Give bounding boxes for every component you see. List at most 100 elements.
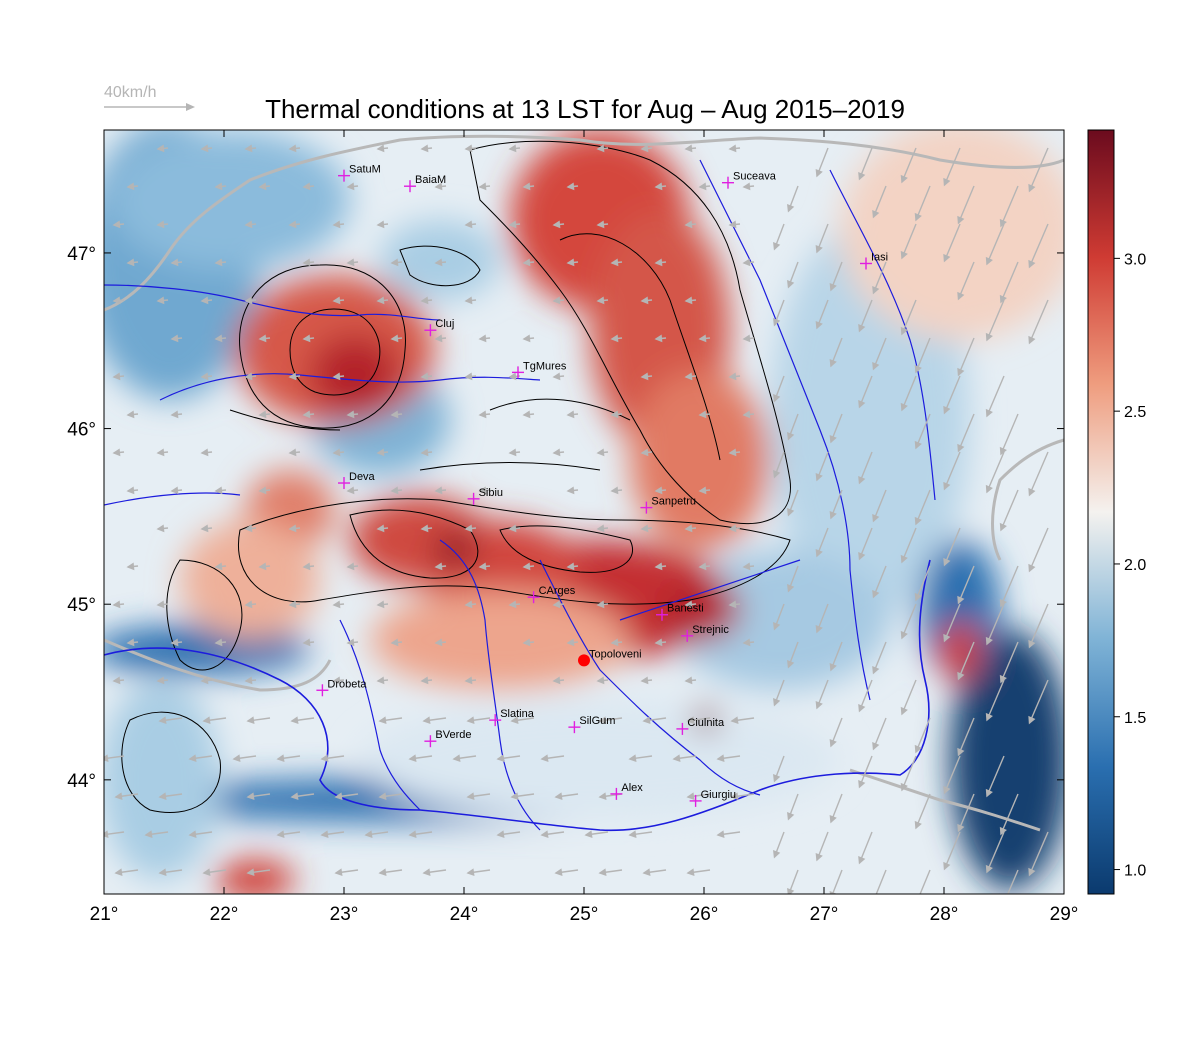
colorbar-tick-label: 2.5 xyxy=(1124,404,1146,421)
wind-arrowhead-icon xyxy=(742,562,751,571)
wind-arrowhead-icon xyxy=(916,898,921,904)
wind-arrowhead-icon xyxy=(742,638,751,647)
wind-arrowhead-icon xyxy=(258,410,267,419)
wind-arrow-icon xyxy=(986,831,1005,873)
wind-arrowhead-icon xyxy=(985,788,993,798)
wind-arrowhead-icon xyxy=(566,182,575,191)
border-northwest xyxy=(104,134,581,312)
wind-arrowhead-icon xyxy=(596,220,605,229)
city-label: Sanpetru xyxy=(651,496,696,508)
wind-arrowhead-icon xyxy=(478,334,487,343)
wind-arrowhead-icon xyxy=(829,434,837,444)
city-marker-ciulnita: Ciulnita xyxy=(676,717,725,735)
wind-arrow-icon xyxy=(986,451,1005,493)
wind-arrowhead-icon xyxy=(540,830,549,839)
city-label: Giurgiu xyxy=(701,789,736,801)
wind-arrowhead-icon xyxy=(258,182,267,191)
lon-tick-label: 24° xyxy=(450,904,479,925)
contour-transylvania xyxy=(419,462,601,471)
wind-arrowhead-icon xyxy=(872,893,873,894)
wind-arrow-icon xyxy=(1028,299,1049,344)
wind-arrow-icon xyxy=(915,185,931,221)
wind-arrowhead-icon xyxy=(378,868,387,877)
wind-arrowhead-icon xyxy=(420,372,429,381)
wind-arrowhead-icon xyxy=(858,399,866,409)
wind-arrowhead-icon xyxy=(390,638,399,647)
city-label: Sibiu xyxy=(479,487,503,499)
river-siret xyxy=(699,159,871,701)
colorbar-scale xyxy=(1087,129,1115,895)
wind-arrowhead-icon xyxy=(787,203,795,213)
wind-arrowhead-icon xyxy=(787,507,795,517)
wind-arrowhead-icon xyxy=(985,712,993,722)
wind-arrowhead-icon xyxy=(787,279,795,289)
wind-arrowhead-icon xyxy=(858,703,866,713)
wind-arrowhead-icon xyxy=(552,296,561,305)
wind-arrowhead-icon xyxy=(112,600,121,609)
wind-arrowhead-icon xyxy=(596,524,605,533)
wind-arrowhead-icon xyxy=(156,600,165,609)
wind-arrowhead-icon xyxy=(290,792,299,801)
city-marker-tgmures: TgMures xyxy=(512,360,567,379)
city-label: BVerde xyxy=(435,729,471,741)
lat-tick-label: 47° xyxy=(67,244,96,265)
wind-arrowhead-icon xyxy=(112,448,121,457)
wind-arrowhead-icon xyxy=(598,868,607,877)
wind-arrow-icon xyxy=(915,337,931,373)
wind-arrowhead-icon xyxy=(773,849,781,859)
wind-arrow-icon xyxy=(1000,185,1019,227)
wind-arrowhead-icon xyxy=(728,220,737,229)
wind-arrow-icon xyxy=(957,641,975,680)
wind-arrowhead-icon xyxy=(156,296,165,305)
wind-arrowhead-icon xyxy=(1028,183,1036,193)
wind-arrowhead-icon xyxy=(957,823,965,833)
wind-arrowhead-icon xyxy=(540,754,549,763)
wind-arrowhead-icon xyxy=(742,334,751,343)
wind-arrowhead-icon xyxy=(464,220,473,229)
wind-arrowhead-icon xyxy=(244,524,253,533)
wind-arrowhead-icon xyxy=(596,296,605,305)
wind-arrow-icon xyxy=(1000,793,1019,835)
wind-arrowhead-icon xyxy=(112,296,121,305)
wind-arrowhead-icon xyxy=(684,600,693,609)
lon-tick-label: 22° xyxy=(210,904,239,925)
wind-arrowhead-icon xyxy=(787,659,795,669)
wind-arrowhead-icon xyxy=(508,524,517,533)
wind-arrowhead-icon xyxy=(684,296,693,305)
wind-arrow-icon xyxy=(957,565,975,604)
wind-arrowhead-icon xyxy=(815,548,823,558)
wind-arrowhead-icon xyxy=(346,410,355,419)
wind-arrowhead-icon xyxy=(170,638,179,647)
wind-arrowhead-icon xyxy=(104,830,109,839)
wind-arrowhead-icon xyxy=(773,469,781,479)
wind-arrow-icon xyxy=(901,679,917,715)
wind-arrowhead-icon xyxy=(376,296,385,305)
city-label: TgMures xyxy=(523,360,567,372)
wind-arrowhead-icon xyxy=(654,562,663,571)
wind-arrowhead-icon xyxy=(1001,904,1006,910)
wind-arrowhead-icon xyxy=(158,792,167,801)
wind-arrow-icon xyxy=(943,375,961,414)
wind-arrowhead-icon xyxy=(420,296,429,305)
wind-arrowhead-icon xyxy=(829,282,837,292)
wind-arrowhead-icon xyxy=(464,144,473,153)
wind-arrowhead-icon xyxy=(684,372,693,381)
wind-arrowhead-icon xyxy=(640,144,649,153)
wind-arrowhead-icon xyxy=(716,754,725,763)
wind-arrowhead-icon xyxy=(698,334,707,343)
wind-arrow-icon xyxy=(986,299,1005,341)
wind-arrowhead-icon xyxy=(716,830,725,839)
wind-arrowhead-icon xyxy=(170,410,179,419)
wind-arrowhead-icon xyxy=(787,431,795,441)
wind-arrowhead-icon xyxy=(302,410,311,419)
wind-arrowhead-icon xyxy=(596,676,605,685)
wind-arrowhead-icon xyxy=(144,830,153,839)
wind-arrowhead-icon xyxy=(522,562,531,571)
wind-arrowhead-icon xyxy=(914,820,922,830)
city-marker-iasi: Iasi xyxy=(860,251,888,270)
wind-arrowhead-icon xyxy=(900,250,908,260)
city-label: Ciulnita xyxy=(687,717,725,729)
wind-arrowhead-icon xyxy=(478,562,487,571)
latitude-axis: 44° 45° 46° 47° xyxy=(67,244,1064,792)
border-north xyxy=(579,136,1064,169)
